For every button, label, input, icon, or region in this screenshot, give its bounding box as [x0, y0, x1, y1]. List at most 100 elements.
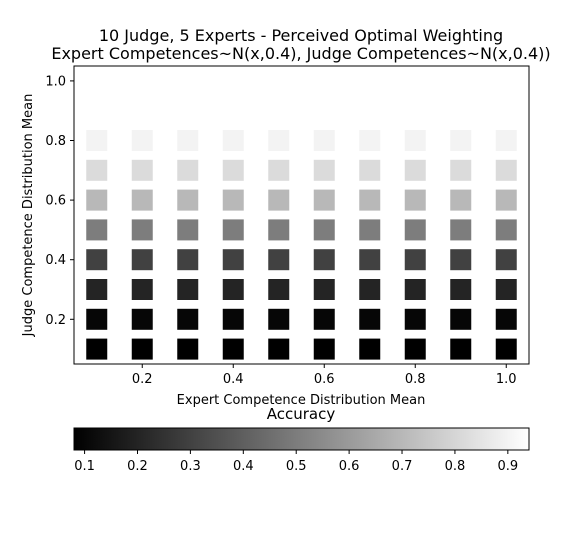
colorbar-tick-label: 0.8 [445, 459, 466, 474]
x-tick-label: 0.2 [132, 372, 153, 387]
heatmap-cell [177, 279, 199, 300]
heatmap-cell [404, 100, 426, 122]
colorbar-tick-label: 0.5 [286, 459, 307, 474]
heatmap-cell [495, 100, 517, 122]
chart-title-line-1: 10 Judge, 5 Experts - Perceived Optimal … [99, 26, 503, 45]
heatmap-cell [268, 308, 290, 330]
heatmap-cell [359, 189, 381, 211]
heatmap-cell [313, 130, 335, 151]
heatmap-cell [131, 70, 153, 92]
heatmap-cell [450, 279, 472, 300]
heatmap-cells [86, 70, 517, 360]
heatmap-cell [495, 189, 517, 211]
plot-frame [73, 65, 530, 365]
heatmap-cell [450, 100, 472, 122]
colorbar-tick-label: 0.1 [74, 459, 95, 474]
heatmap-cell [131, 219, 153, 241]
x-axis-label: Expert Competence Distribution Mean [177, 393, 426, 408]
heatmap-cell [86, 219, 108, 241]
heatmap-cell [313, 338, 335, 360]
heatmap-cell [86, 308, 108, 330]
colorbar-ticks: 0.1 0.2 0.3 0.4 0.5 0.6 0.7 0.8 0.9 [74, 450, 518, 474]
heatmap-cell [359, 159, 381, 181]
heatmap-cell [450, 130, 472, 151]
y-axis-ticks: 0.2 0.4 0.6 0.8 1.0 [45, 74, 74, 328]
heatmap-cell [131, 130, 153, 151]
heatmap-cell [450, 189, 472, 211]
heatmap-cell [359, 100, 381, 122]
heatmap-cell [313, 70, 335, 92]
heatmap-cell [450, 159, 472, 181]
heatmap-cell [450, 249, 472, 271]
heatmap-cell [131, 159, 153, 181]
heatmap-cell [222, 100, 244, 122]
colorbar-tick-label: 0.7 [392, 459, 413, 474]
heatmap-cell [222, 308, 244, 330]
heatmap-cell [495, 70, 517, 92]
heatmap-cell [495, 130, 517, 151]
heatmap-cell [131, 308, 153, 330]
heatmap-cell [131, 249, 153, 271]
heatmap-cell [268, 279, 290, 300]
heatmap-cell [268, 219, 290, 241]
heatmap-cell [495, 338, 517, 360]
heatmap-cell [86, 159, 108, 181]
heatmap-cell [404, 249, 426, 271]
heatmap-cell [495, 279, 517, 300]
heatmap-cell [268, 338, 290, 360]
x-tick-label: 1.0 [496, 372, 517, 387]
y-tick-label: 0.8 [45, 134, 66, 149]
heatmap-cell [404, 130, 426, 151]
heatmap-cell [222, 219, 244, 241]
heatmap-cell [177, 219, 199, 241]
colorbar-label: Accuracy [267, 405, 336, 423]
heatmap-cell [313, 308, 335, 330]
colorbar-tick-label: 0.4 [233, 459, 254, 474]
heatmap-cell [177, 338, 199, 360]
heatmap-cell [177, 130, 199, 151]
y-tick-label: 0.4 [45, 253, 66, 268]
y-tick-label: 1.0 [45, 74, 66, 89]
heatmap-cell [222, 70, 244, 92]
heatmap-cell [222, 189, 244, 211]
heatmap-cell [359, 308, 381, 330]
heatmap-cell [495, 159, 517, 181]
heatmap-cell [404, 159, 426, 181]
y-tick-label: 0.2 [45, 313, 66, 328]
heatmap-cell [313, 159, 335, 181]
chart-title-line-2: Expert Competences~N(x,0.4), Judge Compe… [51, 44, 550, 63]
x-tick-label: 0.6 [314, 372, 335, 387]
heatmap-cell [222, 249, 244, 271]
heatmap-cell [131, 338, 153, 360]
heatmap-cell [313, 279, 335, 300]
heatmap-cell [359, 219, 381, 241]
heatmap-cell [450, 308, 472, 330]
heatmap-cell [268, 70, 290, 92]
heatmap-cell [222, 130, 244, 151]
heatmap-cell [268, 159, 290, 181]
heatmap-cell [268, 189, 290, 211]
heatmap-cell [268, 249, 290, 271]
heatmap-cell [86, 100, 108, 122]
heatmap-cell [359, 70, 381, 92]
heatmap-cell [86, 279, 108, 300]
x-axis-ticks: 0.2 0.4 0.6 0.8 1.0 [132, 364, 517, 387]
heatmap-cell [404, 189, 426, 211]
colorbar-tick-label: 0.6 [339, 459, 360, 474]
y-tick-label: 0.6 [45, 194, 66, 209]
heatmap-cell [450, 219, 472, 241]
heatmap-cell [86, 249, 108, 271]
heatmap-cell [404, 219, 426, 241]
heatmap-cell [450, 70, 472, 92]
heatmap-cell [359, 279, 381, 300]
heatmap-cell [131, 100, 153, 122]
heatmap-cell [86, 338, 108, 360]
colorbar-tick-label: 0.2 [127, 459, 148, 474]
heatmap-cell [177, 70, 199, 92]
heatmap-cell [450, 338, 472, 360]
heatmap-cell [313, 249, 335, 271]
heatmap-cell [131, 189, 153, 211]
heatmap-cell [86, 130, 108, 151]
heatmap-cell [359, 249, 381, 271]
